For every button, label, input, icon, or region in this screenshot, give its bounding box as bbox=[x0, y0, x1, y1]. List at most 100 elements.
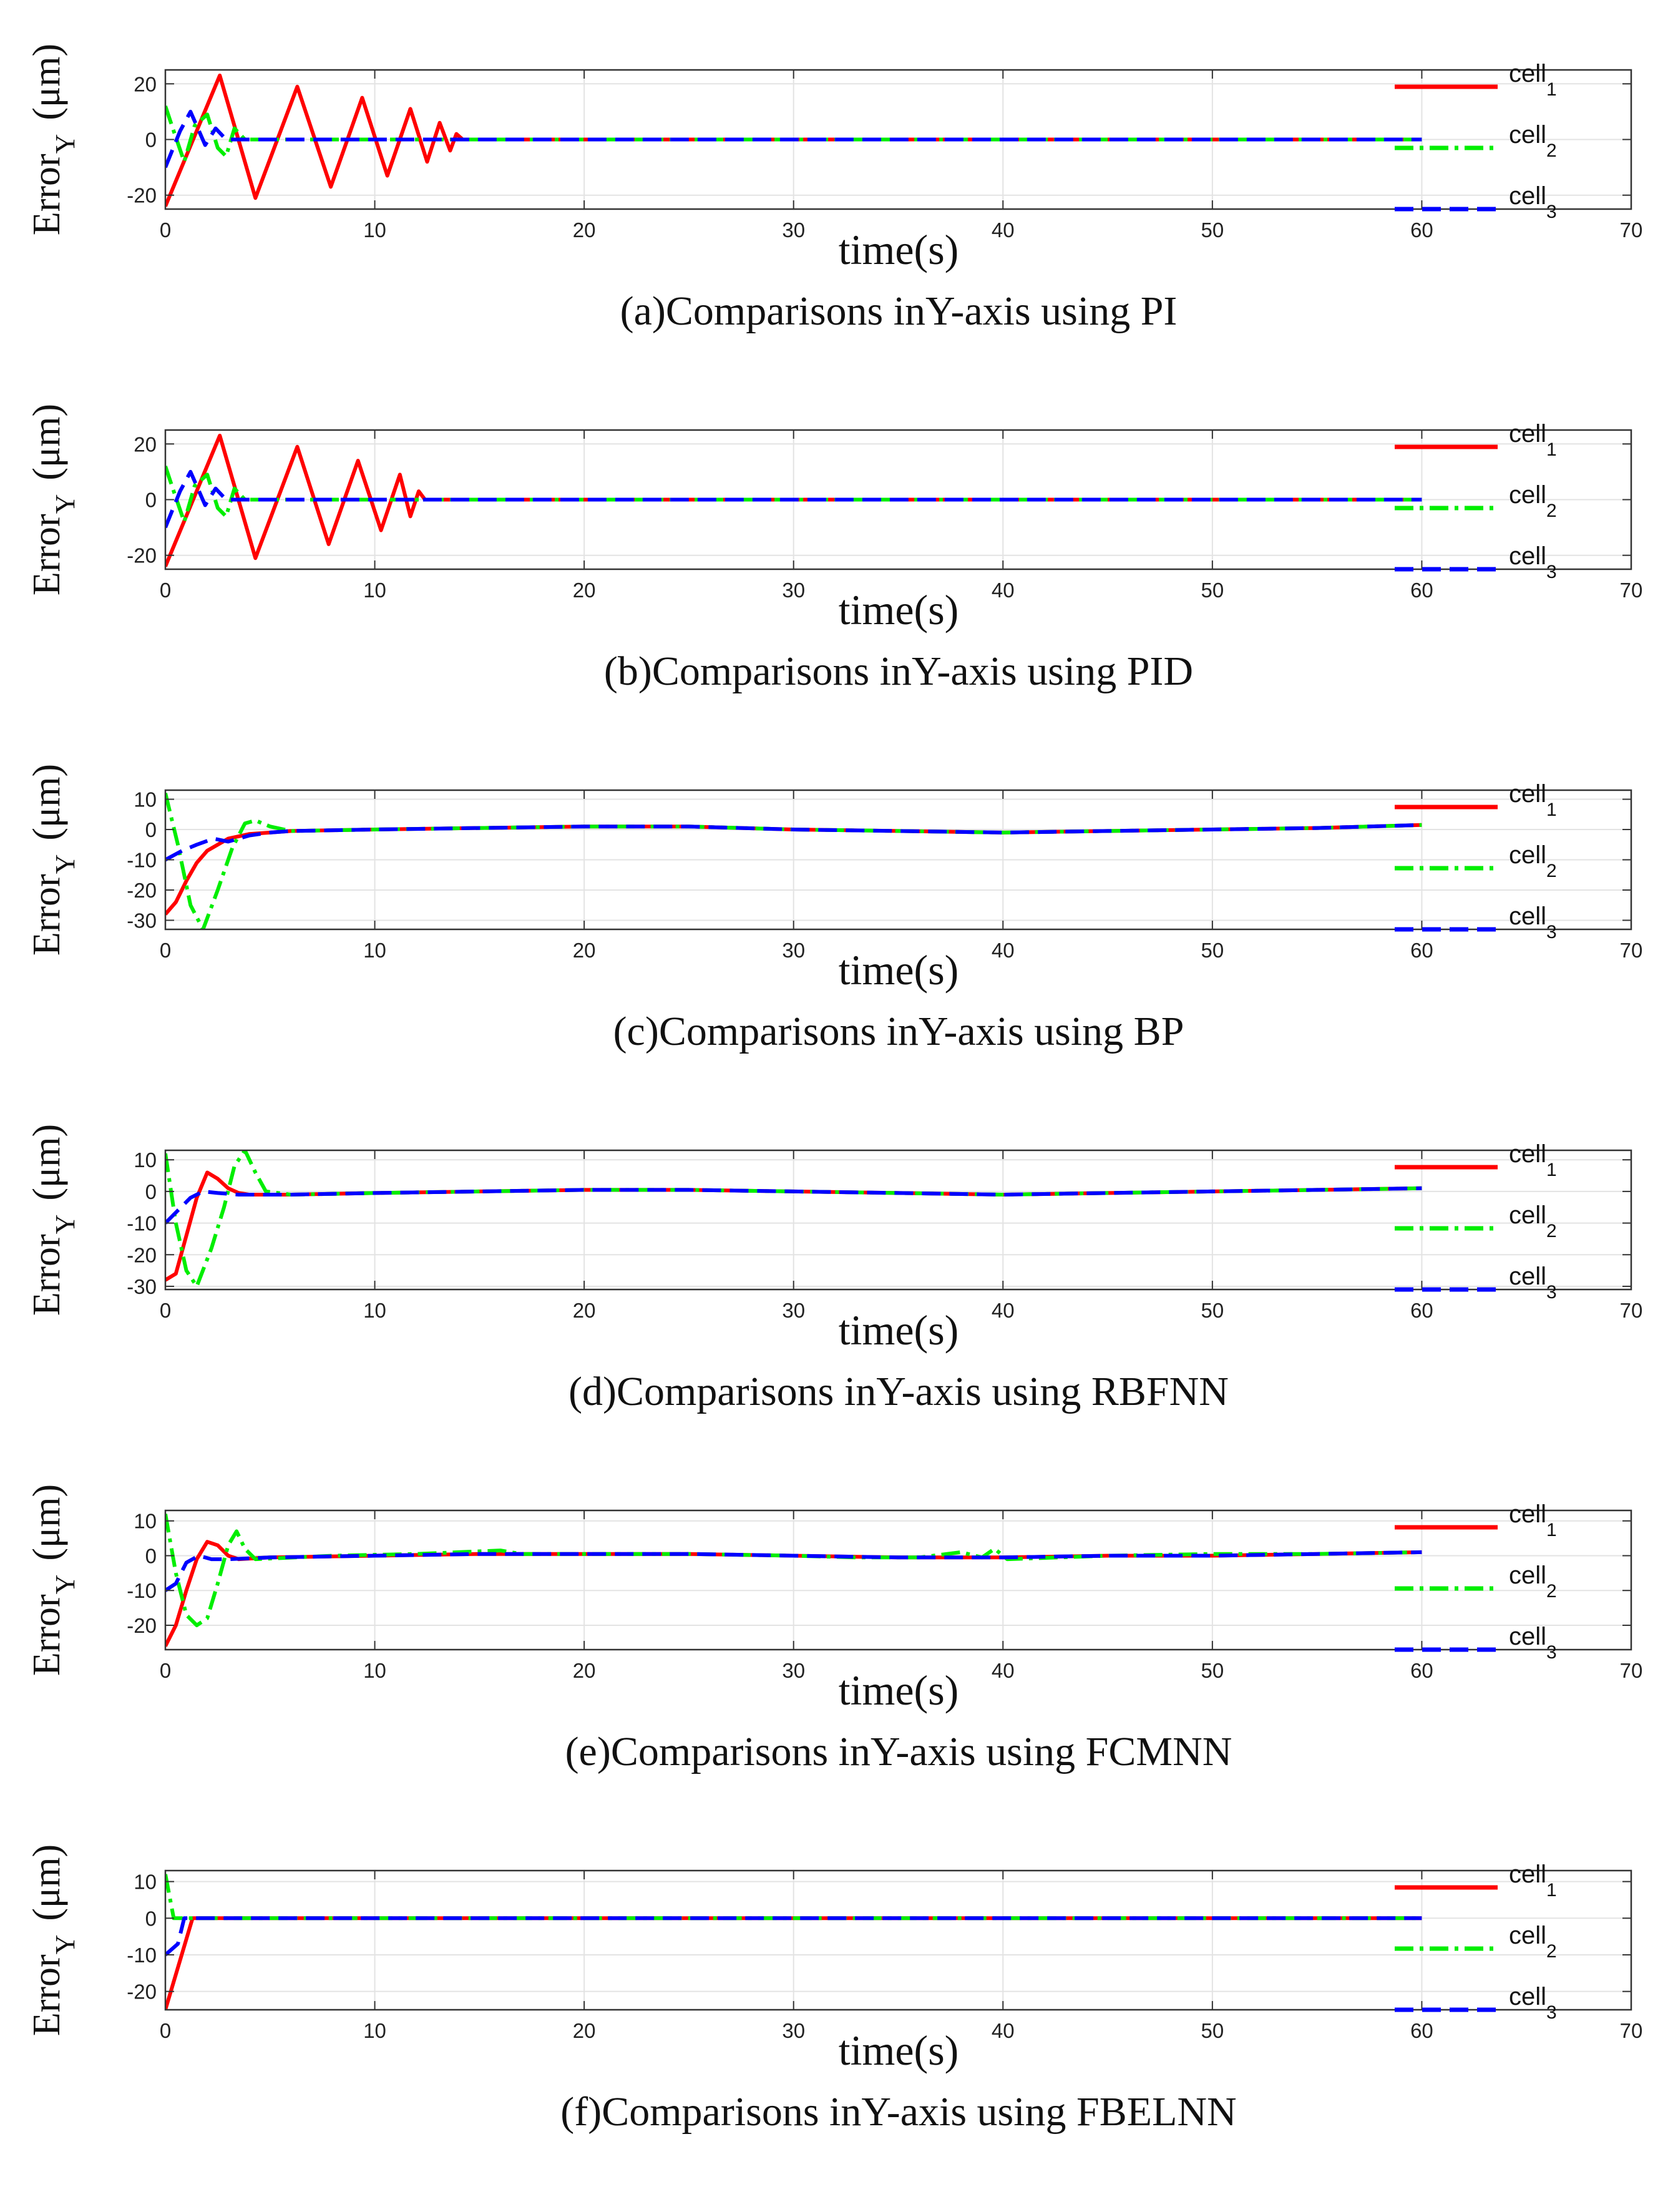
x-tick-label: 20 bbox=[573, 1659, 596, 1682]
y-tick-label: 0 bbox=[145, 489, 157, 512]
series-line-cell1 bbox=[165, 433, 1422, 567]
y-tick-label: 10 bbox=[134, 1148, 157, 1172]
y-axis-label-subscript: Y bbox=[50, 494, 80, 514]
x-tick-label: 30 bbox=[782, 939, 805, 962]
x-tick-label: 20 bbox=[573, 939, 596, 962]
series-line-cell3 bbox=[165, 1186, 1422, 1225]
x-tick-label: 60 bbox=[1410, 939, 1433, 962]
x-axis-label: time(s) bbox=[839, 2027, 959, 2074]
figure-caption: (d)Comparisons inY-axis using RBFNN bbox=[568, 1369, 1229, 1414]
x-axis-label: time(s) bbox=[839, 586, 959, 634]
y-axis-label-main: Error bbox=[26, 874, 68, 956]
figure-caption: (a)Comparisons inY-axis using PI bbox=[620, 288, 1178, 334]
x-tick-label: 70 bbox=[1620, 218, 1643, 242]
x-tick-label: 30 bbox=[782, 1299, 805, 1322]
x-tick-label: 10 bbox=[363, 218, 386, 242]
series-line-cell1 bbox=[165, 823, 1422, 916]
y-tick-label: 0 bbox=[145, 129, 157, 152]
y-tick-label: 10 bbox=[134, 1871, 157, 1894]
y-tick-label: 10 bbox=[134, 1510, 157, 1533]
x-tick-label: 40 bbox=[992, 218, 1015, 242]
legend-label-subscript: 3 bbox=[1546, 922, 1557, 942]
y-tick-label: -20 bbox=[127, 1980, 157, 2004]
x-tick-label: 50 bbox=[1201, 939, 1224, 962]
x-tick-label: 40 bbox=[992, 939, 1015, 962]
x-tick-label: 20 bbox=[573, 2019, 596, 2042]
y-tick-label: -10 bbox=[127, 1579, 157, 1602]
legend-label-subscript: 2 bbox=[1546, 861, 1557, 881]
axes-frame bbox=[164, 1509, 1632, 1651]
y-axis-label-subscript: Y bbox=[50, 1575, 80, 1595]
x-tick-label: 70 bbox=[1620, 1299, 1643, 1322]
y-axis-label: ErrorY (μm) bbox=[26, 1844, 80, 2036]
x-axis-label: time(s) bbox=[839, 1666, 959, 1714]
figure-caption: (e)Comparisons inY-axis using FCMNN bbox=[565, 1729, 1232, 1774]
x-tick-label: 60 bbox=[1410, 2019, 1433, 2042]
x-tick-label: 60 bbox=[1410, 1299, 1433, 1322]
legend-label-subscript: 1 bbox=[1546, 439, 1557, 460]
legend-label-subscript: 1 bbox=[1546, 1160, 1557, 1180]
x-tick-label: 50 bbox=[1201, 1299, 1224, 1322]
y-axis-label-main: Error bbox=[26, 514, 68, 595]
legend-label-subscript: 1 bbox=[1546, 1880, 1557, 1901]
x-tick-label: 0 bbox=[160, 2019, 171, 2042]
x-tick-label: 50 bbox=[1201, 579, 1224, 602]
legend-label-subscript: 2 bbox=[1546, 1941, 1557, 1962]
series-line-cell1 bbox=[165, 73, 1422, 207]
x-tick-label: 50 bbox=[1201, 218, 1224, 242]
y-axis-label-main: Error bbox=[26, 154, 68, 235]
legend-label-subscript: 2 bbox=[1546, 501, 1557, 521]
y-axis-label: ErrorY (μm) bbox=[26, 764, 80, 956]
y-tick-label: 20 bbox=[134, 433, 157, 456]
y-axis-label: ErrorY (μm) bbox=[26, 1124, 80, 1316]
x-tick-label: 40 bbox=[992, 579, 1015, 602]
y-axis-label-unit: (μm) bbox=[26, 404, 68, 481]
x-tick-label: 50 bbox=[1201, 1659, 1224, 1682]
x-tick-label: 30 bbox=[782, 218, 805, 242]
y-axis-label-unit: (μm) bbox=[26, 764, 68, 841]
legend-label-subscript: 1 bbox=[1546, 79, 1557, 100]
y-tick-label: -20 bbox=[127, 1243, 157, 1266]
y-axis-label-unit: (μm) bbox=[26, 1844, 68, 1921]
x-tick-label: 70 bbox=[1620, 2019, 1643, 2042]
legend-label-subscript: 3 bbox=[1546, 1282, 1557, 1303]
y-tick-label: -10 bbox=[127, 849, 157, 872]
legend-label-subscript: 3 bbox=[1546, 2002, 1557, 2023]
figure-caption: (c)Comparisons inY-axis using BP bbox=[613, 1009, 1184, 1054]
legend-label-subscript: 1 bbox=[1546, 800, 1557, 820]
y-tick-label: 20 bbox=[134, 72, 157, 95]
x-tick-label: 0 bbox=[160, 939, 171, 962]
plot-area bbox=[165, 1510, 1631, 1650]
legend-label-subscript: 3 bbox=[1546, 202, 1557, 222]
x-tick-label: 20 bbox=[573, 1299, 596, 1322]
y-tick-label: -10 bbox=[127, 1212, 157, 1235]
x-tick-label: 10 bbox=[363, 579, 386, 602]
y-tick-label: -30 bbox=[127, 1275, 157, 1298]
series-line-cell3 bbox=[165, 823, 1422, 862]
x-tick-label: 30 bbox=[782, 579, 805, 602]
series-line-cell3 bbox=[165, 109, 1422, 169]
y-axis-label: ErrorY (μm) bbox=[26, 404, 80, 595]
y-axis-label: ErrorY (μm) bbox=[26, 1484, 80, 1676]
series-line-cell3 bbox=[165, 1916, 1422, 1957]
legend-label-subscript: 3 bbox=[1546, 562, 1557, 582]
y-axis-label-main: Error bbox=[26, 1234, 68, 1316]
x-axis-label: time(s) bbox=[839, 226, 959, 273]
series-line-cell3 bbox=[165, 1550, 1422, 1592]
figure-caption: (b)Comparisons inY-axis using PID bbox=[604, 648, 1193, 694]
y-axis-label-unit: (μm) bbox=[26, 1484, 68, 1561]
x-tick-label: 0 bbox=[160, 579, 171, 602]
y-tick-label: 0 bbox=[145, 818, 157, 841]
legend-label-subscript: 2 bbox=[1546, 1581, 1557, 1602]
y-axis-label: ErrorY (μm) bbox=[26, 44, 80, 235]
x-tick-label: 10 bbox=[363, 2019, 386, 2042]
legend-label-subscript: 2 bbox=[1546, 1221, 1557, 1241]
x-tick-label: 20 bbox=[573, 218, 596, 242]
legend-label-subscript: 1 bbox=[1546, 1520, 1557, 1540]
x-tick-label: 40 bbox=[992, 2019, 1015, 2042]
